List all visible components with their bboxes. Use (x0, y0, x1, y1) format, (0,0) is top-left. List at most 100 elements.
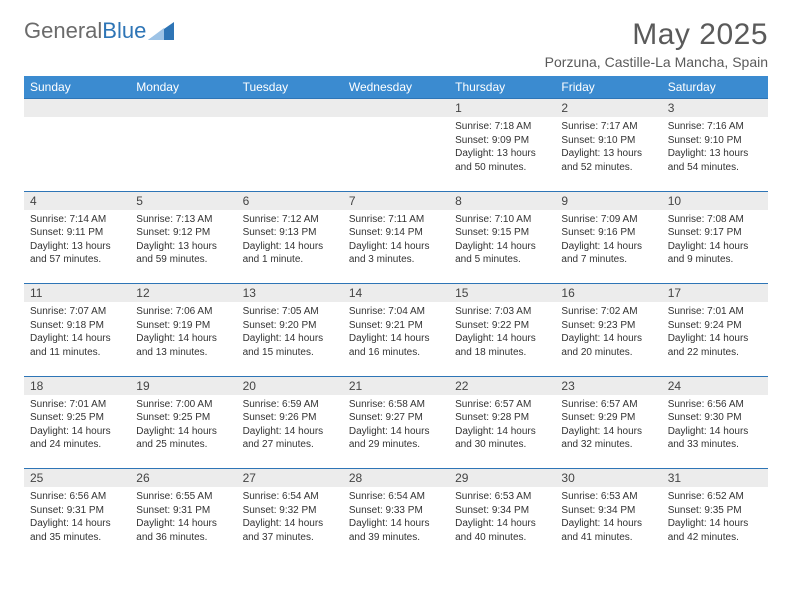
day-number: 30 (561, 471, 574, 485)
day-number: 2 (561, 101, 568, 115)
day-number: 8 (455, 194, 462, 208)
day-detail-cell: Sunrise: 6:56 AMSunset: 9:31 PMDaylight:… (24, 487, 130, 561)
daylight-line: Daylight: 14 hours and 11 minutes. (30, 332, 124, 359)
sunrise-line: Sunrise: 7:13 AM (136, 213, 230, 227)
daylight-line: Daylight: 14 hours and 5 minutes. (455, 240, 549, 267)
daylight-line: Daylight: 14 hours and 1 minute. (243, 240, 337, 267)
day-number: 26 (136, 471, 149, 485)
daynum-row: 45678910 (24, 191, 768, 210)
sunset-line: Sunset: 9:30 PM (668, 411, 762, 425)
day-detail-cell: Sunrise: 6:59 AMSunset: 9:26 PMDaylight:… (237, 395, 343, 469)
daylight-line: Daylight: 14 hours and 15 minutes. (243, 332, 337, 359)
weekday-header: Friday (555, 76, 661, 99)
day-detail-cell: Sunrise: 7:17 AMSunset: 9:10 PMDaylight:… (555, 117, 661, 191)
day-number: 12 (136, 286, 149, 300)
daylight-line: Daylight: 14 hours and 39 minutes. (349, 517, 443, 544)
sunset-line: Sunset: 9:19 PM (136, 319, 230, 333)
day-number: 13 (243, 286, 256, 300)
sunset-line: Sunset: 9:31 PM (136, 504, 230, 518)
day-detail-cell: Sunrise: 6:54 AMSunset: 9:33 PMDaylight:… (343, 487, 449, 561)
day-number-cell: 4 (24, 191, 130, 210)
day-number: 7 (349, 194, 356, 208)
day-number: 1 (455, 101, 462, 115)
day-detail-cell: Sunrise: 7:11 AMSunset: 9:14 PMDaylight:… (343, 210, 449, 284)
daylight-line: Daylight: 14 hours and 41 minutes. (561, 517, 655, 544)
sunrise-line: Sunrise: 6:53 AM (561, 490, 655, 504)
day-detail-cell: Sunrise: 7:07 AMSunset: 9:18 PMDaylight:… (24, 302, 130, 376)
sunset-line: Sunset: 9:35 PM (668, 504, 762, 518)
day-detail-cell: Sunrise: 7:03 AMSunset: 9:22 PMDaylight:… (449, 302, 555, 376)
day-number-cell: 25 (24, 469, 130, 488)
sunset-line: Sunset: 9:18 PM (30, 319, 124, 333)
weekday-header: Thursday (449, 76, 555, 99)
sunrise-line: Sunrise: 7:01 AM (30, 398, 124, 412)
sunset-line: Sunset: 9:10 PM (561, 134, 655, 148)
sunrise-line: Sunrise: 7:03 AM (455, 305, 549, 319)
logo: GeneralBlue (24, 18, 174, 44)
day-detail-cell: Sunrise: 7:00 AMSunset: 9:25 PMDaylight:… (130, 395, 236, 469)
day-detail-cell: Sunrise: 6:57 AMSunset: 9:28 PMDaylight:… (449, 395, 555, 469)
sunrise-line: Sunrise: 6:52 AM (668, 490, 762, 504)
daylight-line: Daylight: 14 hours and 16 minutes. (349, 332, 443, 359)
day-detail-cell: Sunrise: 6:53 AMSunset: 9:34 PMDaylight:… (449, 487, 555, 561)
day-detail-cell (343, 117, 449, 191)
daylight-line: Daylight: 14 hours and 35 minutes. (30, 517, 124, 544)
month-title: May 2025 (545, 18, 768, 52)
sunset-line: Sunset: 9:13 PM (243, 226, 337, 240)
daylight-line: Daylight: 13 hours and 52 minutes. (561, 147, 655, 174)
daylight-line: Daylight: 14 hours and 37 minutes. (243, 517, 337, 544)
day-number: 14 (349, 286, 362, 300)
daylight-line: Daylight: 14 hours and 9 minutes. (668, 240, 762, 267)
sunset-line: Sunset: 9:32 PM (243, 504, 337, 518)
day-number-cell (24, 99, 130, 118)
day-number: 18 (30, 379, 43, 393)
day-detail-cell: Sunrise: 7:06 AMSunset: 9:19 PMDaylight:… (130, 302, 236, 376)
logo-text-gray: General (24, 18, 102, 44)
day-number-cell (130, 99, 236, 118)
sunrise-line: Sunrise: 7:00 AM (136, 398, 230, 412)
day-number-cell: 2 (555, 99, 661, 118)
daynum-row: 18192021222324 (24, 376, 768, 395)
sunrise-line: Sunrise: 6:57 AM (455, 398, 549, 412)
day-number-cell: 8 (449, 191, 555, 210)
sunset-line: Sunset: 9:12 PM (136, 226, 230, 240)
detail-row: Sunrise: 7:18 AMSunset: 9:09 PMDaylight:… (24, 117, 768, 191)
sunrise-line: Sunrise: 7:12 AM (243, 213, 337, 227)
sunrise-line: Sunrise: 6:58 AM (349, 398, 443, 412)
sunrise-line: Sunrise: 7:06 AM (136, 305, 230, 319)
day-number-cell: 5 (130, 191, 236, 210)
day-detail-cell: Sunrise: 7:16 AMSunset: 9:10 PMDaylight:… (662, 117, 768, 191)
sunrise-line: Sunrise: 7:08 AM (668, 213, 762, 227)
sunrise-line: Sunrise: 6:57 AM (561, 398, 655, 412)
day-detail-cell: Sunrise: 6:52 AMSunset: 9:35 PMDaylight:… (662, 487, 768, 561)
day-number-cell (343, 99, 449, 118)
day-number: 16 (561, 286, 574, 300)
sunrise-line: Sunrise: 7:04 AM (349, 305, 443, 319)
sunset-line: Sunset: 9:20 PM (243, 319, 337, 333)
sunrise-line: Sunrise: 6:53 AM (455, 490, 549, 504)
daylight-line: Daylight: 14 hours and 29 minutes. (349, 425, 443, 452)
daylight-line: Daylight: 14 hours and 3 minutes. (349, 240, 443, 267)
day-number-cell: 22 (449, 376, 555, 395)
logo-triangle-icon (148, 22, 174, 40)
daylight-line: Daylight: 14 hours and 20 minutes. (561, 332, 655, 359)
day-number: 4 (30, 194, 37, 208)
weekday-header: Wednesday (343, 76, 449, 99)
daynum-row: 123 (24, 99, 768, 118)
day-number-cell (237, 99, 343, 118)
day-number-cell: 27 (237, 469, 343, 488)
daylight-line: Daylight: 14 hours and 30 minutes. (455, 425, 549, 452)
sunrise-line: Sunrise: 6:54 AM (243, 490, 337, 504)
daylight-line: Daylight: 14 hours and 25 minutes. (136, 425, 230, 452)
day-detail-cell: Sunrise: 6:56 AMSunset: 9:30 PMDaylight:… (662, 395, 768, 469)
sunset-line: Sunset: 9:24 PM (668, 319, 762, 333)
sunrise-line: Sunrise: 7:11 AM (349, 213, 443, 227)
sunrise-line: Sunrise: 7:14 AM (30, 213, 124, 227)
sunrise-line: Sunrise: 7:09 AM (561, 213, 655, 227)
day-number-cell: 20 (237, 376, 343, 395)
sunrise-line: Sunrise: 6:55 AM (136, 490, 230, 504)
day-number: 24 (668, 379, 681, 393)
location: Porzuna, Castille-La Mancha, Spain (545, 54, 768, 70)
day-detail-cell: Sunrise: 6:53 AMSunset: 9:34 PMDaylight:… (555, 487, 661, 561)
daylight-line: Daylight: 13 hours and 57 minutes. (30, 240, 124, 267)
